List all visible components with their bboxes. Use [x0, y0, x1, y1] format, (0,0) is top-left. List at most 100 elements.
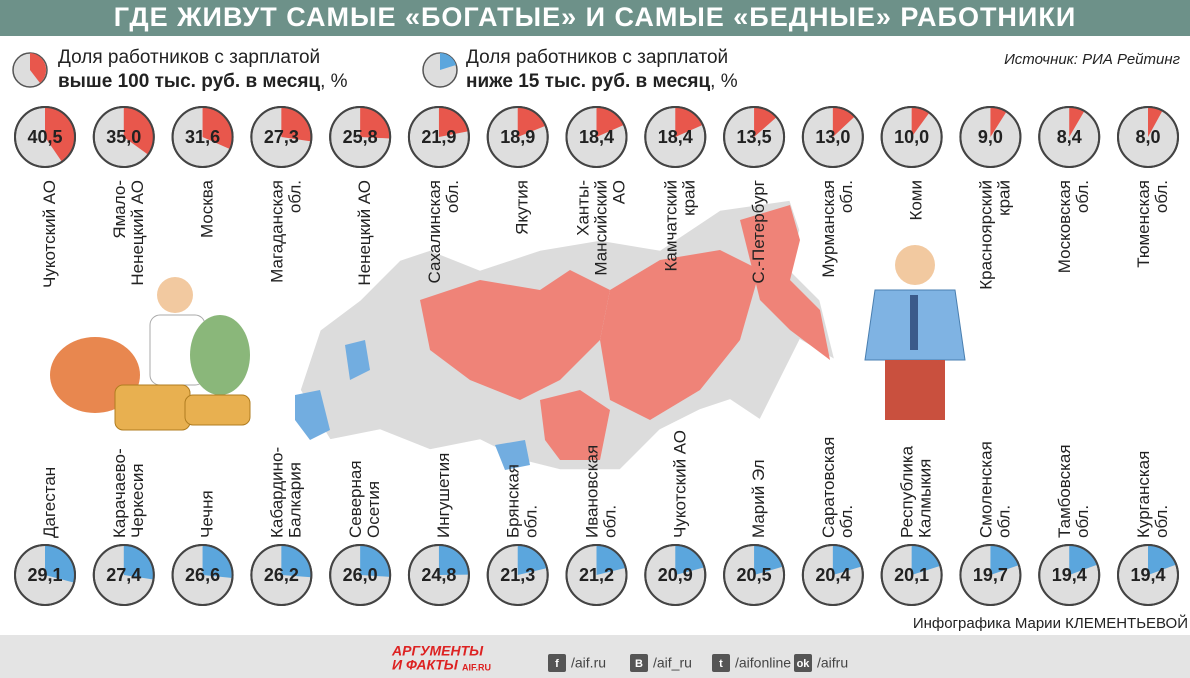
value-label: 18,4	[658, 127, 693, 147]
category-label: Чукотский АО	[671, 430, 690, 538]
pie-outline	[1038, 106, 1101, 168]
pie-slice	[675, 107, 703, 137]
pie-slice	[438, 107, 469, 137]
category-line: Смоленская	[977, 441, 996, 538]
legend-text: Доля работников с зарплатой	[58, 47, 320, 68]
pie-outline	[880, 544, 943, 606]
category-line: Ханты-	[574, 180, 593, 236]
value-label: 10,0	[894, 127, 929, 147]
value-label: 26,0	[343, 565, 378, 585]
category-label: Ханты-МансийскийАО	[574, 180, 629, 276]
category-line: Саратовская	[819, 437, 838, 538]
category-line: С.-Петербург	[750, 180, 769, 284]
category-label: Смоленскаяобл.	[977, 441, 1014, 538]
category-line: Ненецкий АО	[356, 180, 375, 286]
category-line: Ямало-	[110, 180, 129, 239]
category-line: Якутия	[513, 180, 532, 235]
link-text[interactable]: /aif_ru	[653, 655, 692, 671]
link-icon[interactable]: f	[555, 658, 559, 670]
pie-outline	[171, 544, 234, 606]
value-label: 27,4	[106, 565, 141, 585]
category-line: Сахалинская	[425, 180, 444, 283]
category-label: Чечня	[198, 490, 217, 538]
pie-slice	[596, 545, 626, 575]
legend-icon	[30, 53, 47, 83]
pie-slice	[754, 107, 777, 137]
category-label: Ямало-Ненецкий АО	[110, 180, 147, 286]
link-text[interactable]: /aifonline	[735, 655, 791, 671]
pie-outline	[486, 106, 549, 168]
category-line: Москва	[198, 179, 217, 238]
value-label: 19,7	[973, 565, 1008, 585]
pie-outline	[329, 106, 392, 168]
pie-outline	[250, 106, 313, 168]
legend-text: , %	[320, 71, 348, 92]
link-text[interactable]: /aif.ru	[571, 655, 606, 671]
pie-slice	[281, 545, 312, 578]
category-line: обл.	[1152, 180, 1171, 213]
pie-outline	[329, 544, 392, 606]
value-label: 18,9	[500, 127, 535, 147]
category-line: Московская	[1056, 180, 1075, 273]
link-icon-box[interactable]	[630, 654, 648, 672]
category-line: обл.	[522, 505, 541, 538]
pie-slice	[832, 107, 855, 137]
category-label: Брянскаяобл.	[504, 464, 541, 538]
link-text[interactable]: /aifru	[817, 655, 848, 671]
category-line: Чечня	[198, 490, 217, 538]
pie-slice	[1148, 545, 1177, 575]
category-label: Карачаево-Черкесия	[110, 448, 147, 538]
pie-slice	[1069, 545, 1098, 575]
category-label: Магаданскаяобл.	[268, 180, 305, 283]
pie-slice	[596, 107, 624, 137]
value-label: 18,4	[579, 127, 614, 147]
pie-slice	[517, 545, 547, 575]
category-line: Ивановская	[583, 445, 602, 538]
link-icon-box[interactable]	[794, 654, 812, 672]
category-label: Ивановскаяобл.	[583, 445, 620, 538]
category-line: Чукотский АО	[671, 430, 690, 538]
category-line: Магаданская	[268, 180, 287, 283]
category-line: обл.	[837, 180, 856, 213]
category-label: Тюменскаяобл.	[1134, 180, 1171, 268]
logo-sub: AIF.RU	[462, 662, 491, 672]
pie-slice	[754, 545, 783, 575]
category-label: Тамбовскаяобл.	[1056, 444, 1093, 538]
category-line: обл.	[995, 505, 1014, 538]
category-line: Чукотский АО	[40, 180, 59, 288]
value-label: 9,0	[978, 127, 1003, 147]
value-label: 25,8	[343, 127, 378, 147]
category-line: Черкесия	[128, 463, 147, 538]
pie-slice	[1069, 107, 1085, 137]
value-label: 26,2	[264, 565, 299, 585]
link-icon[interactable]: t	[719, 658, 723, 670]
link-icon[interactable]: В	[635, 658, 643, 670]
value-label: 19,4	[1052, 565, 1087, 585]
category-line: АО	[610, 180, 629, 204]
link-icon[interactable]: ok	[797, 658, 811, 670]
category-label: Якутия	[513, 180, 532, 235]
category-line: Дагестан	[40, 467, 59, 538]
link-icon-box[interactable]	[712, 654, 730, 672]
rich-illustration	[50, 277, 251, 431]
link-icon-box[interactable]	[548, 654, 566, 672]
legend-text: выше 100 тыс. руб. в месяц, %	[58, 71, 348, 92]
logo: И ФАКТЫ	[392, 657, 459, 673]
value-label: 27,3	[264, 127, 299, 147]
category-line: Республика	[898, 445, 917, 538]
category-label: Чукотский АО	[40, 180, 59, 288]
pie-slice	[123, 545, 154, 580]
value-label: 20,1	[894, 565, 929, 585]
pie-slice	[911, 545, 941, 575]
value-label: 20,9	[658, 565, 693, 585]
pie-slice	[675, 545, 705, 575]
pie-slice	[281, 107, 312, 142]
category-line: Красноярский	[977, 180, 996, 290]
value-label: 20,4	[815, 565, 850, 585]
pie-outline	[801, 544, 864, 606]
category-line: Марий Эл	[750, 459, 769, 538]
value-label: 29,1	[27, 565, 62, 585]
category-line: Ингушетия	[434, 453, 453, 538]
pie-outline	[171, 106, 234, 168]
